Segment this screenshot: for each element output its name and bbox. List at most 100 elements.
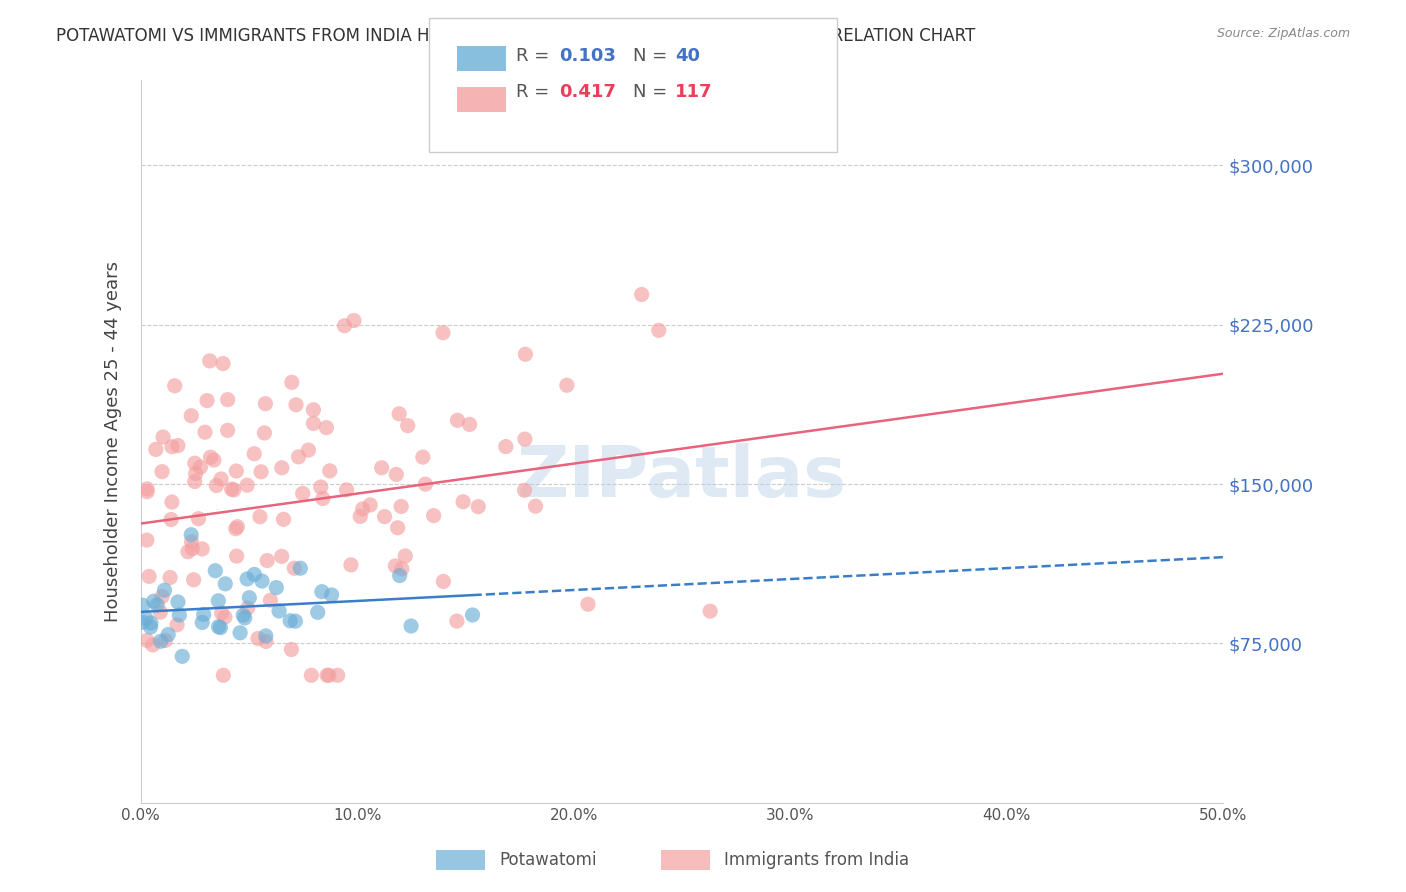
Point <box>259 593 281 607</box>
Point <box>396 418 419 433</box>
Point <box>333 318 356 333</box>
Point <box>183 573 205 587</box>
Point <box>232 608 254 623</box>
Point <box>167 439 190 453</box>
Point <box>630 287 652 301</box>
Point <box>229 625 252 640</box>
Point <box>384 558 406 573</box>
Point <box>285 398 308 412</box>
Text: 0.417: 0.417 <box>560 83 616 101</box>
Point <box>135 611 157 625</box>
Point <box>159 570 181 584</box>
Y-axis label: Householder Income Ages 25 - 44 years: Householder Income Ages 25 - 44 years <box>104 261 122 622</box>
Text: ZIPatlas: ZIPatlas <box>517 443 846 512</box>
Point <box>132 615 155 630</box>
Point <box>309 480 332 494</box>
Point <box>214 610 236 624</box>
Point <box>266 581 288 595</box>
Point <box>467 500 489 514</box>
Point <box>319 464 342 478</box>
Point <box>388 407 411 421</box>
Point <box>226 519 249 533</box>
Point <box>302 402 325 417</box>
Point <box>221 482 243 496</box>
Point <box>247 632 270 646</box>
Point <box>136 633 159 648</box>
Text: 0.103: 0.103 <box>560 47 616 65</box>
Text: N =: N = <box>633 47 672 65</box>
Point <box>495 440 517 454</box>
Point <box>217 423 239 437</box>
Point <box>273 512 295 526</box>
Point <box>139 615 162 630</box>
Point <box>225 522 247 536</box>
Point <box>311 584 333 599</box>
Point <box>243 447 266 461</box>
Point <box>249 509 271 524</box>
Point <box>446 413 468 427</box>
Point <box>446 614 468 628</box>
Point <box>195 393 218 408</box>
Point <box>163 378 186 392</box>
Point <box>291 486 314 500</box>
Point <box>316 668 339 682</box>
Point <box>233 611 256 625</box>
Point <box>149 605 172 619</box>
Point <box>555 378 578 392</box>
Point <box>270 460 292 475</box>
Point <box>191 615 214 630</box>
Point <box>142 638 165 652</box>
Point <box>225 464 247 478</box>
Point <box>236 601 259 615</box>
Point <box>153 583 176 598</box>
Point <box>205 478 228 492</box>
Point <box>145 442 167 457</box>
Point <box>183 475 205 489</box>
Point <box>211 606 233 620</box>
Point <box>136 484 159 499</box>
Point <box>281 376 304 390</box>
Point <box>422 508 444 523</box>
Point <box>312 491 335 506</box>
Text: Potawatomi: Potawatomi <box>499 851 596 869</box>
Text: 117: 117 <box>675 83 713 101</box>
Point <box>374 509 396 524</box>
Point <box>194 425 217 440</box>
Point <box>254 634 277 648</box>
Point <box>191 541 214 556</box>
Point <box>167 595 190 609</box>
Point <box>181 541 204 556</box>
Point <box>461 607 484 622</box>
Point <box>699 604 721 618</box>
Point <box>150 465 173 479</box>
Point <box>349 509 371 524</box>
Point <box>193 607 215 622</box>
Point <box>299 668 322 682</box>
Point <box>451 495 474 509</box>
Point <box>432 326 454 340</box>
Point <box>513 432 536 446</box>
Point <box>209 621 232 635</box>
Point <box>225 549 247 563</box>
Point <box>180 409 202 423</box>
Point <box>307 605 329 619</box>
Point <box>321 588 343 602</box>
Point <box>297 443 319 458</box>
Point <box>160 440 183 454</box>
Point <box>352 501 374 516</box>
Point <box>458 417 481 432</box>
Point <box>318 668 340 682</box>
Point <box>150 590 173 604</box>
Point <box>207 594 229 608</box>
Point <box>432 574 454 589</box>
Point <box>388 568 411 582</box>
Point <box>166 617 188 632</box>
Point <box>278 614 301 628</box>
Point <box>177 545 200 559</box>
Point <box>287 450 309 464</box>
Point <box>200 450 222 465</box>
Point <box>270 549 292 564</box>
Point <box>335 483 357 497</box>
Point <box>160 512 183 526</box>
Point <box>302 417 325 431</box>
